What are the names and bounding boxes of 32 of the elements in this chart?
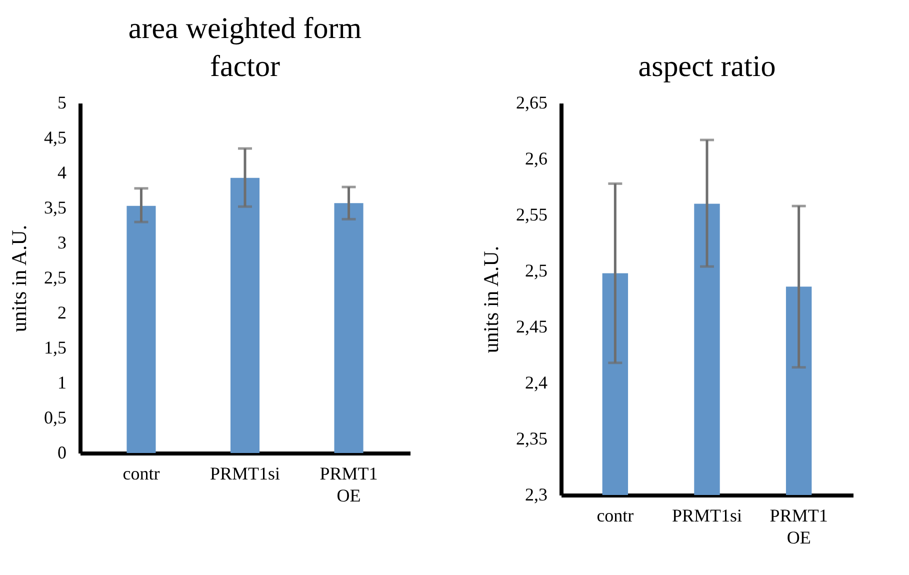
- y-tick-label: 2,6: [525, 148, 548, 168]
- y-tick-label: 5: [58, 92, 66, 112]
- y-tick-label: 2,45: [516, 316, 548, 336]
- x-tick-label: PRMT1 OE: [320, 464, 378, 506]
- y-tick-label: 2,5: [44, 268, 66, 288]
- y-tick-label: 0,5: [44, 408, 66, 428]
- y-tick-label: 3: [58, 232, 66, 252]
- y-tick-label: 2: [58, 302, 66, 322]
- x-tick-label: contr: [122, 464, 160, 484]
- bar: [230, 178, 260, 453]
- y-tick-label: 2,55: [516, 204, 548, 224]
- y-tick-label: 1: [58, 372, 66, 392]
- x-tick-label: contr: [596, 506, 634, 526]
- y-tick-label: 4,5: [44, 128, 66, 148]
- chart-title: aspect ratio: [638, 50, 776, 83]
- y-tick-label: 2,5: [525, 260, 548, 280]
- x-tick-label: PRMT1 OE: [770, 506, 828, 548]
- y-tick-label: 2,65: [516, 92, 548, 112]
- y-tick-label: 1,5: [44, 338, 66, 358]
- y-tick-label: 0: [58, 442, 66, 462]
- x-tick-label: PRMT1si: [672, 506, 742, 526]
- y-tick-label: 3,5: [44, 198, 66, 218]
- y-axis-title: units in A.U.: [479, 246, 503, 354]
- y-tick-label: 2,4: [525, 372, 548, 392]
- y-tick-label: 2,35: [516, 428, 548, 448]
- bar: [334, 203, 364, 453]
- chart-title: area weighted form factor: [128, 12, 362, 83]
- bar: [126, 206, 156, 453]
- y-tick-label: 2,3: [525, 484, 548, 504]
- y-axis-title: units in A.U.: [7, 224, 31, 332]
- y-tick-label: 4: [58, 162, 66, 182]
- x-tick-label: PRMT1si: [210, 464, 280, 484]
